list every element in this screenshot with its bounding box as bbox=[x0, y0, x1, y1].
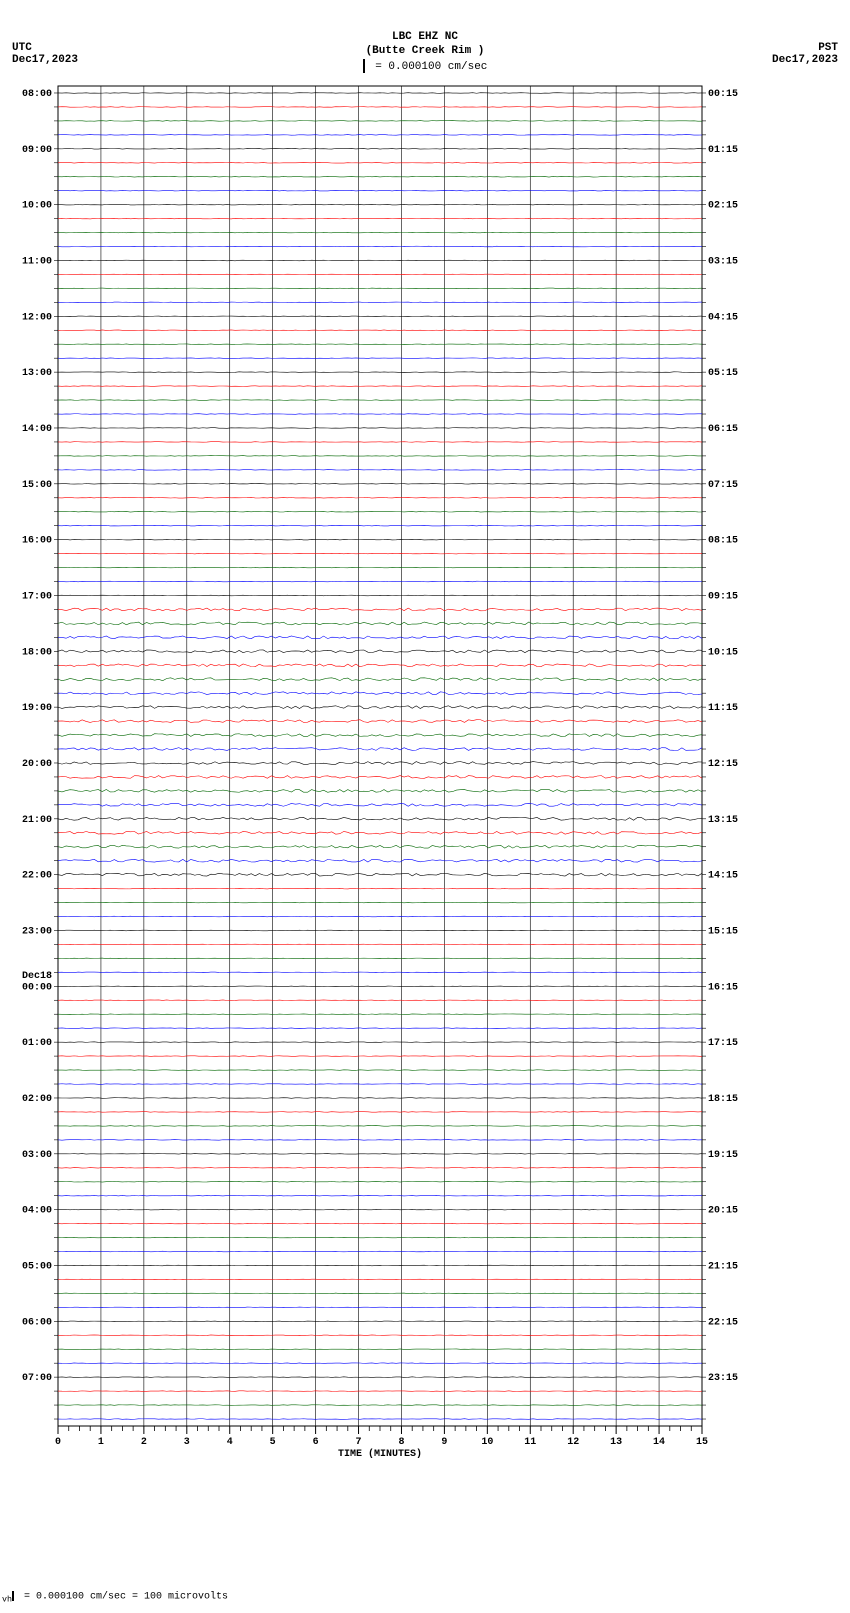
svg-text:3: 3 bbox=[184, 1437, 190, 1448]
svg-text:5: 5 bbox=[270, 1437, 276, 1448]
svg-text:23:15: 23:15 bbox=[708, 1373, 738, 1384]
svg-text:12:15: 12:15 bbox=[708, 759, 738, 770]
svg-text:15:00: 15:00 bbox=[22, 480, 52, 491]
station-name: (Butte Creek Rim ) bbox=[0, 44, 850, 58]
svg-text:04:00: 04:00 bbox=[22, 1206, 52, 1217]
svg-text:06:00: 06:00 bbox=[22, 1317, 52, 1328]
svg-text:20:00: 20:00 bbox=[22, 759, 52, 770]
svg-text:08:15: 08:15 bbox=[708, 536, 738, 547]
svg-text:05:15: 05:15 bbox=[708, 368, 738, 379]
svg-text:23:00: 23:00 bbox=[22, 926, 52, 937]
svg-text:14: 14 bbox=[653, 1437, 665, 1448]
svg-text:13:00: 13:00 bbox=[22, 368, 52, 379]
svg-text:TIME (MINUTES): TIME (MINUTES) bbox=[338, 1448, 422, 1460]
svg-text:01:00: 01:00 bbox=[22, 1038, 52, 1049]
svg-text:21:15: 21:15 bbox=[708, 1261, 738, 1272]
svg-text:22:00: 22:00 bbox=[22, 871, 52, 882]
svg-text:14:00: 14:00 bbox=[22, 424, 52, 435]
svg-text:13:15: 13:15 bbox=[708, 815, 738, 826]
svg-text:11: 11 bbox=[524, 1437, 536, 1448]
svg-text:03:15: 03:15 bbox=[708, 256, 738, 267]
svg-text:4: 4 bbox=[227, 1437, 233, 1448]
top-left-label: UTC Dec17,2023 bbox=[12, 42, 78, 66]
svg-text:08:00: 08:00 bbox=[22, 89, 52, 100]
scale-indicator: = 0.000100 cm/sec bbox=[0, 59, 850, 74]
svg-text:6: 6 bbox=[313, 1437, 319, 1448]
seismogram-container: UTC Dec17,2023 PST Dec17,2023 LBC EHZ NC… bbox=[0, 0, 850, 1613]
svg-text:18:15: 18:15 bbox=[708, 1094, 738, 1105]
svg-text:02:00: 02:00 bbox=[22, 1094, 52, 1105]
svg-text:07:00: 07:00 bbox=[22, 1373, 52, 1384]
svg-text:2: 2 bbox=[141, 1437, 147, 1448]
svg-text:13: 13 bbox=[610, 1437, 622, 1448]
svg-text:14:15: 14:15 bbox=[708, 871, 738, 882]
svg-text:15: 15 bbox=[696, 1437, 708, 1448]
svg-text:17:15: 17:15 bbox=[708, 1038, 738, 1049]
footer-note: vh = 0.000100 cm/sec = 100 microvolts bbox=[2, 1591, 228, 1605]
svg-text:05:00: 05:00 bbox=[22, 1261, 52, 1272]
plot-area: 0123456789101112131415TIME (MINUTES)08:0… bbox=[58, 86, 702, 1426]
chart-header: LBC EHZ NC (Butte Creek Rim ) = 0.000100… bbox=[0, 0, 850, 74]
station-code: LBC EHZ NC bbox=[0, 30, 850, 44]
scale-bar-icon bbox=[363, 59, 365, 73]
svg-text:17:00: 17:00 bbox=[22, 591, 52, 602]
svg-text:9: 9 bbox=[441, 1437, 447, 1448]
svg-text:11:00: 11:00 bbox=[22, 256, 52, 267]
svg-text:16:00: 16:00 bbox=[22, 536, 52, 547]
svg-text:00:00: 00:00 bbox=[22, 982, 52, 993]
svg-text:06:15: 06:15 bbox=[708, 424, 738, 435]
utc-date: Dec17,2023 bbox=[12, 54, 78, 66]
top-right-label: PST Dec17,2023 bbox=[772, 42, 838, 66]
scale-bar-icon bbox=[12, 1591, 14, 1601]
svg-text:11:15: 11:15 bbox=[708, 703, 738, 714]
svg-text:09:00: 09:00 bbox=[22, 145, 52, 156]
svg-text:00:15: 00:15 bbox=[708, 89, 738, 100]
svg-text:16:15: 16:15 bbox=[708, 982, 738, 993]
svg-text:04:15: 04:15 bbox=[708, 312, 738, 323]
svg-text:15:15: 15:15 bbox=[708, 926, 738, 937]
utc-tz: UTC bbox=[12, 42, 32, 54]
svg-text:22:15: 22:15 bbox=[708, 1317, 738, 1328]
footer-scale-text: = 0.000100 cm/sec = 100 microvolts bbox=[24, 1592, 228, 1603]
svg-text:10:15: 10:15 bbox=[708, 647, 738, 658]
svg-text:10: 10 bbox=[481, 1437, 493, 1448]
scale-text: = 0.000100 cm/sec bbox=[375, 61, 487, 73]
svg-text:19:15: 19:15 bbox=[708, 1150, 738, 1161]
svg-text:02:15: 02:15 bbox=[708, 201, 738, 212]
svg-text:09:15: 09:15 bbox=[708, 591, 738, 602]
svg-text:07:15: 07:15 bbox=[708, 480, 738, 491]
svg-text:10:00: 10:00 bbox=[22, 201, 52, 212]
svg-text:19:00: 19:00 bbox=[22, 703, 52, 714]
svg-text:Dec18: Dec18 bbox=[22, 971, 52, 982]
svg-text:1: 1 bbox=[98, 1437, 104, 1448]
svg-text:8: 8 bbox=[398, 1437, 404, 1448]
svg-text:20:15: 20:15 bbox=[708, 1206, 738, 1217]
pst-date: Dec17,2023 bbox=[772, 54, 838, 66]
helicorder-svg: 0123456789101112131415TIME (MINUTES)08:0… bbox=[0, 82, 762, 1482]
svg-text:0: 0 bbox=[55, 1437, 61, 1448]
pst-tz: PST bbox=[818, 42, 838, 54]
svg-text:03:00: 03:00 bbox=[22, 1150, 52, 1161]
svg-text:12: 12 bbox=[567, 1437, 579, 1448]
svg-text:7: 7 bbox=[356, 1437, 362, 1448]
svg-text:12:00: 12:00 bbox=[22, 312, 52, 323]
svg-text:21:00: 21:00 bbox=[22, 815, 52, 826]
svg-text:01:15: 01:15 bbox=[708, 145, 738, 156]
svg-text:18:00: 18:00 bbox=[22, 647, 52, 658]
